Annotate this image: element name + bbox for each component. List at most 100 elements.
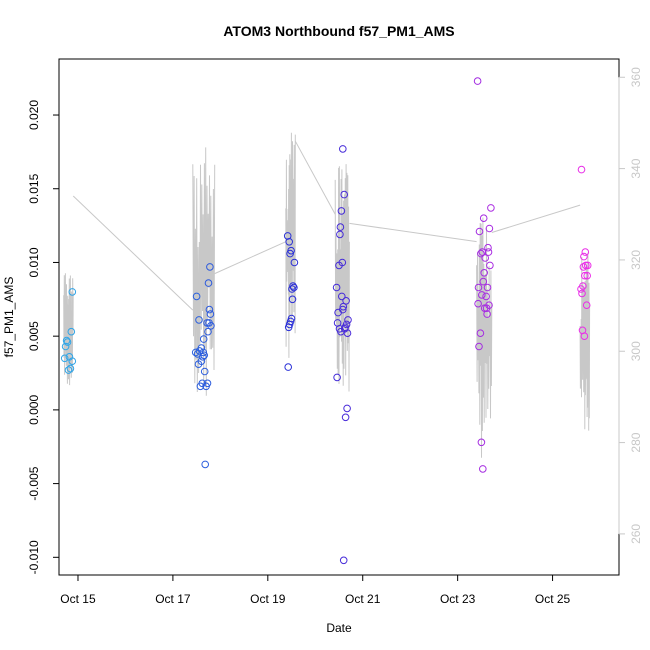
data-point (290, 283, 298, 292)
data-point (206, 310, 215, 318)
line-trace-segment (334, 164, 350, 392)
data-point (583, 271, 592, 280)
line-connector (72, 195, 194, 311)
data-point (479, 214, 488, 222)
right-tick-label: 360 (629, 67, 643, 87)
data-point (64, 366, 73, 374)
data-point (203, 379, 212, 388)
line-trace-segment (63, 273, 74, 386)
right-tick-label: 320 (629, 250, 643, 270)
x-tick-label: Oct 25 (535, 592, 571, 606)
data-point (484, 248, 493, 256)
x-tick-label: Oct 21 (345, 592, 381, 606)
x-tick-label: Oct 15 (60, 592, 96, 606)
data-point (479, 277, 488, 286)
data-point (290, 258, 299, 267)
data-point (204, 327, 212, 336)
data-point (580, 332, 589, 341)
y-tick-label: 0.000 (27, 395, 41, 425)
data-point (339, 302, 348, 311)
line-connector (294, 140, 336, 215)
x-tick-label: Oct 23 (440, 592, 476, 606)
data-point (578, 289, 586, 298)
data-point (68, 357, 77, 366)
data-point (479, 465, 487, 473)
data-point (336, 223, 345, 231)
data-point (63, 338, 72, 346)
data-point (483, 310, 491, 318)
data-point (483, 283, 492, 292)
data-point (583, 261, 592, 270)
plot-layer (60, 77, 592, 565)
data-point (344, 316, 352, 324)
data-point (342, 320, 351, 329)
x-axis-label: Date (326, 621, 352, 635)
data-point (482, 292, 490, 301)
x-tick-label: Oct 17 (155, 592, 191, 606)
data-point (284, 363, 293, 371)
data-point (200, 351, 208, 360)
data-point (343, 404, 351, 413)
data-point (581, 271, 589, 280)
x-tick-label: Oct 19 (250, 592, 286, 606)
data-point (343, 329, 352, 338)
data-point (338, 258, 347, 267)
data-point (486, 261, 494, 270)
data-point (339, 305, 347, 314)
data-point (207, 322, 215, 330)
data-point (474, 283, 483, 292)
data-point (338, 292, 346, 301)
data-point (192, 292, 201, 301)
data-point (475, 227, 484, 236)
data-point (340, 190, 349, 199)
data-point (484, 243, 492, 252)
data-point (473, 77, 482, 85)
data-point (206, 263, 214, 271)
right-tick-label: 300 (629, 341, 643, 361)
data-point (487, 204, 495, 212)
data-point (342, 297, 350, 305)
right-tick-label: 280 (629, 432, 643, 452)
data-point (62, 336, 71, 345)
data-point (581, 248, 590, 256)
data-point (480, 269, 489, 277)
data-point (478, 291, 486, 299)
data-point (339, 556, 348, 565)
data-point (199, 335, 208, 343)
data-point (475, 342, 483, 351)
data-point (582, 261, 590, 270)
data-point (289, 282, 297, 290)
data-point (66, 364, 75, 373)
axes-layer: Oct 15 Oct 17 Oct 19 Oct 21 Oct 23 Oct 25 -0.0… (27, 67, 643, 606)
data-point (580, 252, 588, 261)
data-point (474, 299, 482, 308)
data-point (67, 327, 76, 336)
data-point (579, 282, 587, 290)
data-point (582, 301, 591, 310)
data-point (287, 246, 295, 255)
data-point (197, 357, 206, 366)
data-point (68, 288, 77, 296)
data-point (485, 224, 494, 233)
data-point (195, 316, 203, 324)
data-point (60, 354, 69, 363)
y-tick-label: -0.005 (27, 466, 41, 500)
data-point (333, 373, 341, 382)
data-point (197, 344, 206, 352)
y-tick-label: 0.010 (27, 247, 41, 277)
y-tick-label: 0.005 (27, 321, 41, 351)
data-point (288, 295, 297, 304)
data-point (200, 367, 209, 376)
data-point (337, 207, 346, 215)
line-connector (349, 222, 477, 243)
data-point (339, 145, 347, 153)
line-connector (214, 241, 287, 275)
y-tick-label: 0.015 (27, 173, 41, 203)
chart-title: ATOM3 Northbound f57_PM1_AMS (223, 23, 454, 39)
data-point (577, 165, 586, 174)
data-point (287, 314, 296, 323)
data-point (477, 249, 485, 258)
data-point (336, 230, 344, 239)
right-tick-label: 260 (629, 524, 643, 544)
